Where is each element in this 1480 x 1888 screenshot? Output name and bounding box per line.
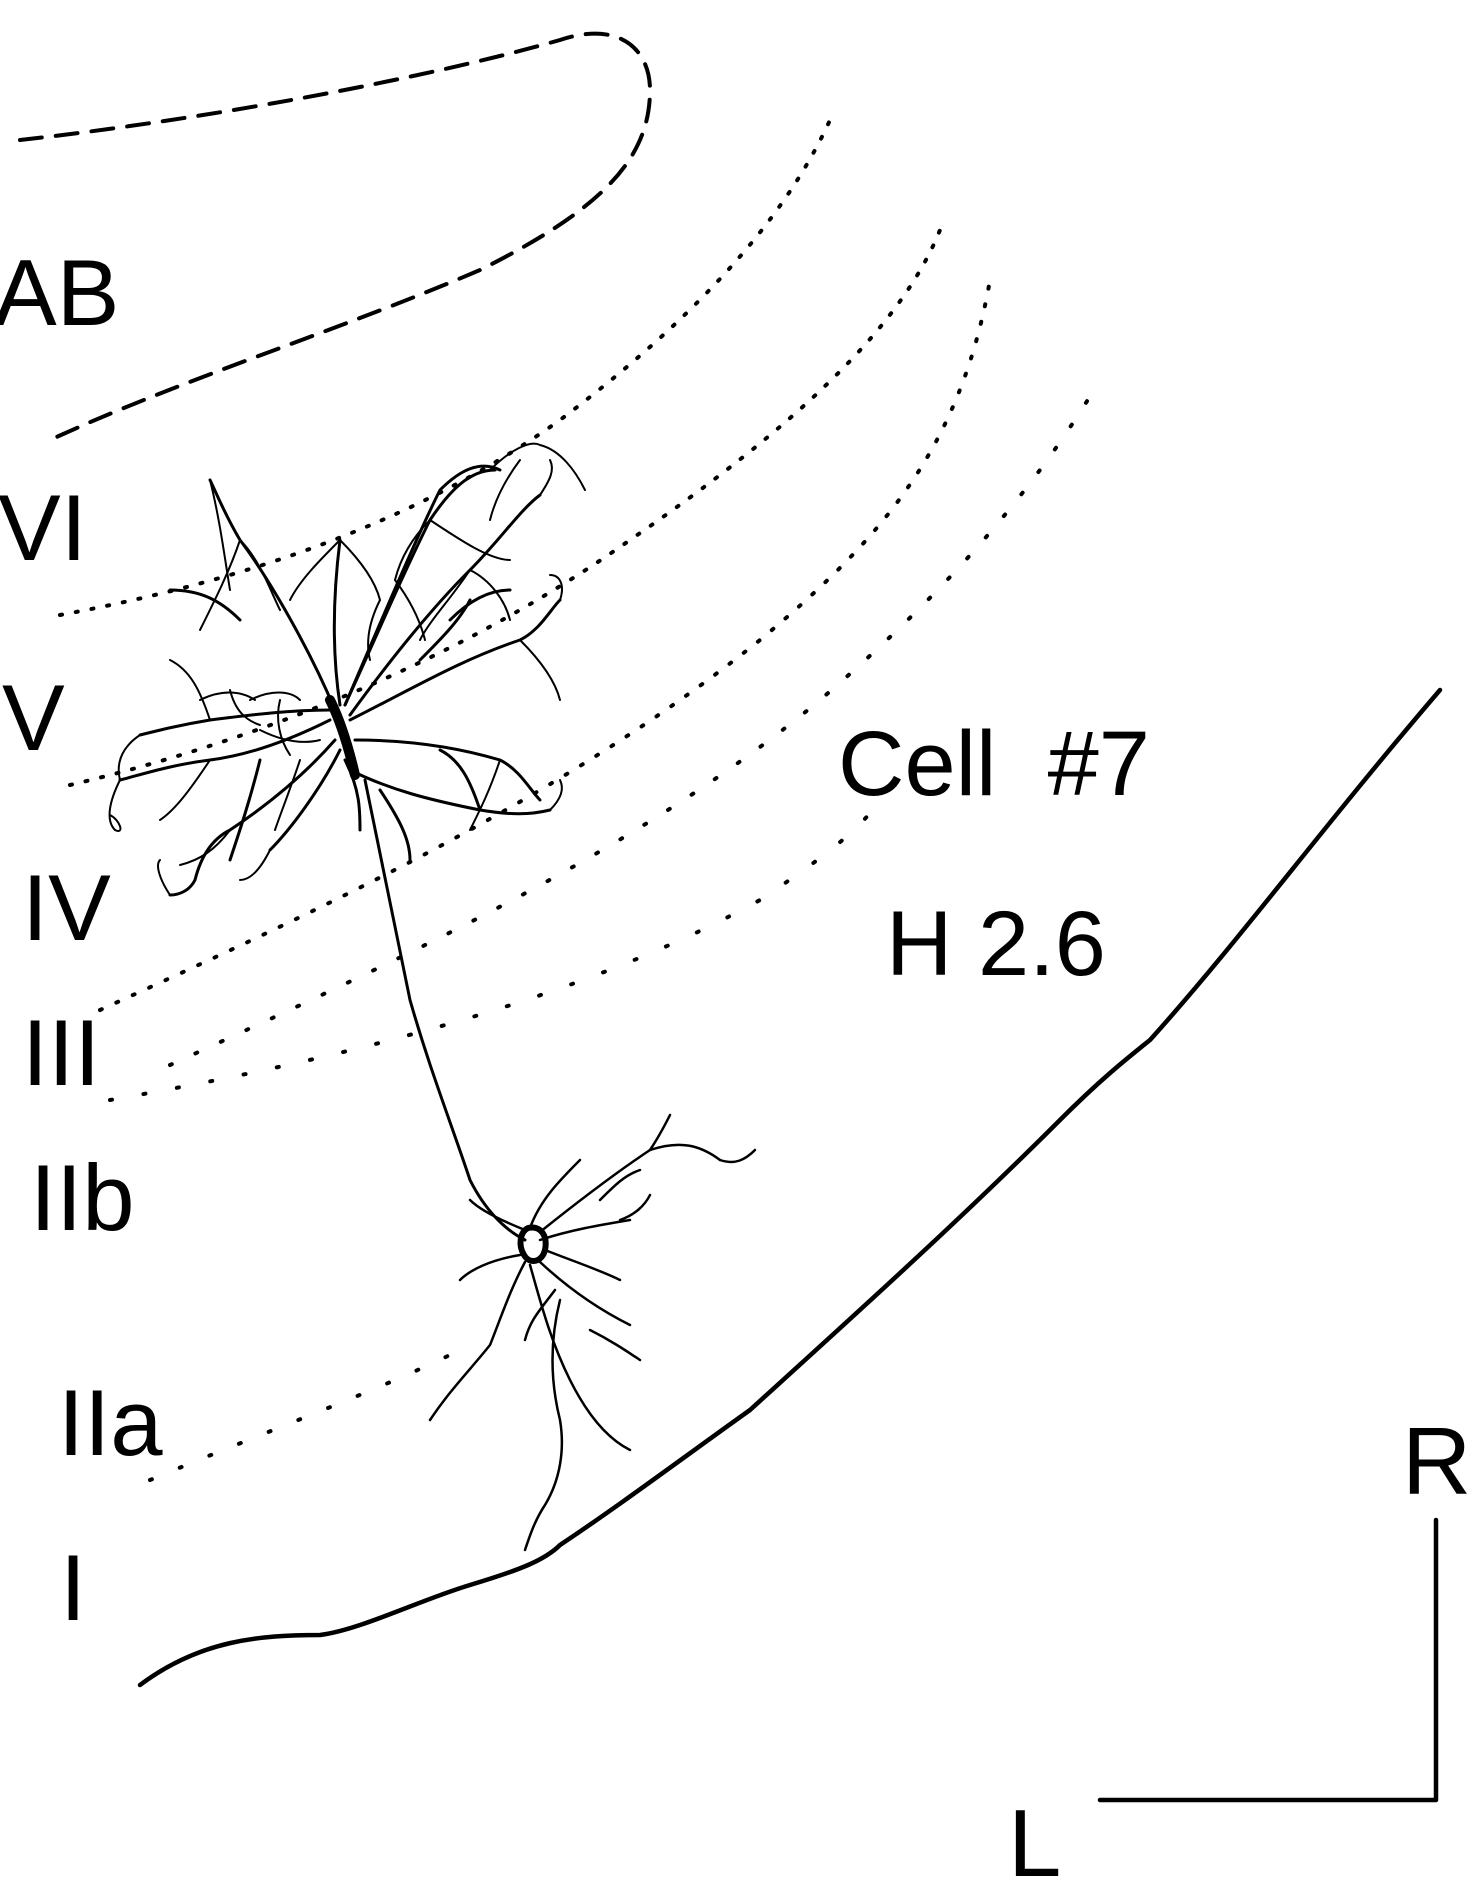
plane-label: H 2.6: [886, 893, 1106, 995]
pial-surface: [137, 687, 1443, 1688]
layer-boundary-3: [98, 278, 992, 1012]
layer-boundary-2: [68, 228, 942, 787]
region-boundary-dashed: [18, 31, 652, 442]
axon: [363, 778, 527, 1242]
lower-dendrites: [428, 1113, 757, 1552]
upper-dendrites: [118, 464, 562, 897]
orientation-axes: [1097, 1517, 1439, 1803]
soma-lower: [517, 1224, 549, 1264]
layer-label-iia: IIa: [58, 1370, 163, 1475]
layer-label-i: I: [60, 1535, 86, 1640]
layer-label-v: V: [2, 665, 65, 770]
layer-boundary-6: [148, 1348, 462, 1482]
layer-boundary-1: [58, 118, 832, 617]
layer-labels: VI V IV III IIb IIa I: [0, 475, 163, 1640]
layer-label-iii: III: [22, 1000, 100, 1105]
orientation-label-r: R: [1402, 1408, 1471, 1515]
layer-boundaries: [58, 118, 1102, 1482]
neuron-tracing: [108, 442, 757, 1552]
fine-dendrites: [108, 442, 586, 896]
layer-boundary-5: [108, 798, 882, 1102]
layer-boundary-4: [168, 378, 1102, 1067]
orientation-label-l: L: [1008, 1790, 1061, 1888]
layer-label-vi: VI: [0, 475, 87, 580]
cell-label: Cell #7: [838, 713, 1150, 815]
layer-label-iib: IIb: [30, 1145, 135, 1250]
layer-label-iv: IV: [22, 855, 111, 960]
region-label: AB: [0, 240, 119, 345]
